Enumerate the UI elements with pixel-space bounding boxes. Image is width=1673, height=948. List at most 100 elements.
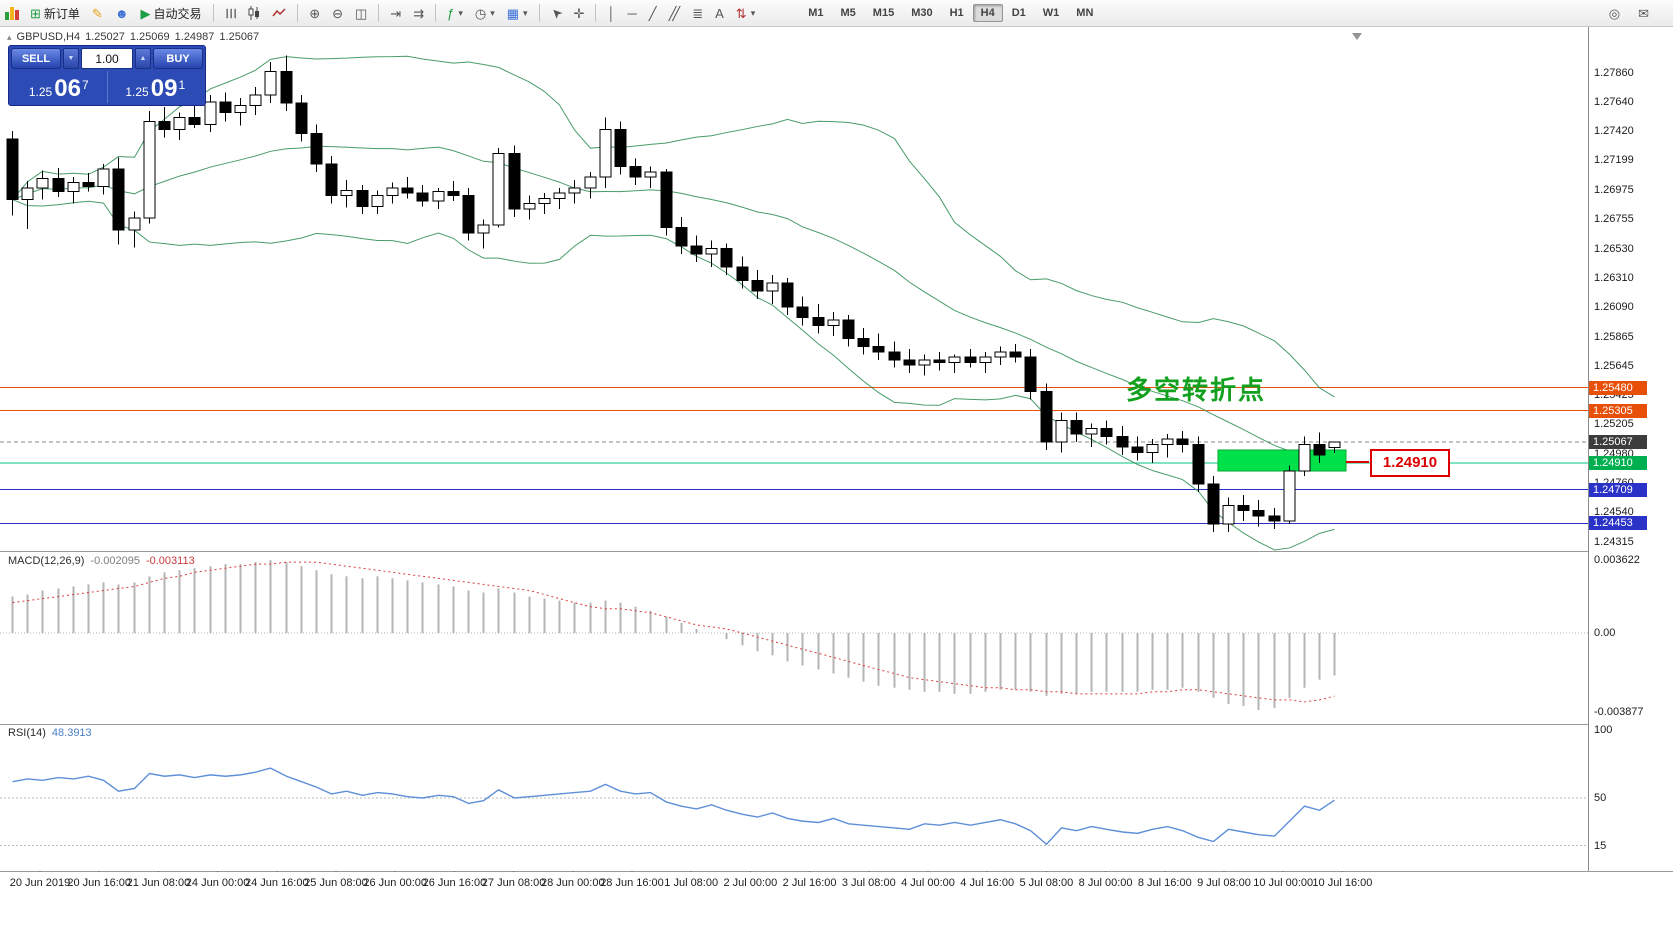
- candle-body: [796, 306, 809, 318]
- fibonacci-button[interactable]: ≣: [687, 3, 708, 24]
- highlight-rectangle: [1217, 449, 1347, 472]
- arrows-tool-button[interactable]: ⇅ ▾: [731, 3, 760, 24]
- bollinger-upper-band: [12, 55, 1335, 398]
- candle-body: [872, 346, 885, 353]
- candle-body: [52, 178, 65, 193]
- line-chart-button[interactable]: [267, 3, 291, 24]
- toolbar-separator: [212, 4, 214, 22]
- new-order-button[interactable]: ⊞ 新订单: [25, 3, 85, 24]
- candle-body: [1024, 356, 1037, 393]
- price-scale[interactable]: 1.27860 1.27640 1.27420 1.27199 1.26975 1.267…: [1589, 27, 1673, 871]
- candle-body: [948, 356, 961, 363]
- cursor-button[interactable]: ➤: [546, 3, 567, 24]
- candle-body: [432, 191, 445, 202]
- bollinger-middle-band: [12, 145, 1335, 464]
- chart-shift-button[interactable]: ⇉: [408, 3, 429, 24]
- horizontal-line-button[interactable]: ─: [623, 3, 642, 24]
- candle-body: [660, 171, 673, 228]
- candle-body: [508, 152, 521, 210]
- candle-body: [888, 351, 901, 361]
- price-tick-label: 1.25205: [1594, 417, 1634, 430]
- timeframe-button-w1[interactable]: W1: [1035, 4, 1068, 22]
- timeframe-button-d1[interactable]: D1: [1004, 4, 1034, 22]
- rsi-scale-label: 100: [1594, 724, 1613, 736]
- time-axis-label: 9 Jul 08:00: [1197, 877, 1251, 889]
- rsi-scale-label: 50: [1594, 792, 1607, 804]
- templates-button[interactable]: ▦ ▾: [502, 3, 533, 24]
- price-highlight-label[interactable]: 1.24910: [1370, 449, 1450, 477]
- candle-body: [568, 187, 581, 194]
- channel-icon: ╱╱: [668, 5, 680, 21]
- candle-body: [477, 224, 490, 234]
- volume-increase-button[interactable]: ▲: [135, 48, 151, 69]
- buy-price-big: 09: [150, 75, 178, 102]
- candlestick-chart-button[interactable]: [243, 3, 265, 24]
- zoom-out-button[interactable]: ⊖: [327, 3, 348, 24]
- zoom-in-button[interactable]: ⊕: [304, 3, 325, 24]
- candle-body: [340, 189, 353, 197]
- timeframe-button-m1[interactable]: M1: [800, 4, 831, 22]
- quick-search-button[interactable]: ◎: [1604, 3, 1625, 24]
- candle-body: [1298, 443, 1311, 472]
- quote-open: 1.25027: [85, 31, 125, 43]
- macd-value: -0.002095: [90, 555, 140, 567]
- price-tick-label: 1.27420: [1594, 124, 1634, 137]
- metaeditor-icon: ✎: [91, 5, 103, 21]
- time-axis-label: 8 Jul 00:00: [1078, 877, 1133, 889]
- rsi-value: 48.3913: [51, 727, 92, 739]
- text-tool-button[interactable]: A: [710, 3, 729, 24]
- timeframe-button-m15[interactable]: M15: [865, 4, 902, 22]
- feedback-button[interactable]: ✉: [1633, 3, 1654, 24]
- auto-scroll-button[interactable]: ⇥: [385, 3, 406, 24]
- candle-body: [158, 121, 171, 131]
- autotrade-label: 自动交易: [153, 6, 202, 21]
- symbol-period-label: GBPUSD,H4: [16, 31, 81, 43]
- sell-price[interactable]: 1.25 06 7: [11, 71, 108, 103]
- candle-body: [629, 166, 642, 178]
- crosshair-button[interactable]: ✛: [568, 3, 589, 24]
- candle-body: [1252, 510, 1265, 517]
- timeframe-button-m5[interactable]: M5: [833, 4, 864, 22]
- metaeditor-button[interactable]: ✎: [87, 3, 108, 24]
- candle-body: [462, 195, 475, 234]
- vertical-line-button[interactable]: │: [602, 3, 620, 24]
- buy-price[interactable]: 1.25 09 1: [108, 71, 204, 103]
- candle-body: [1192, 443, 1205, 485]
- time-axis-label: 10 Jul 16:00: [1312, 877, 1373, 889]
- timeframe-button-h4[interactable]: H4: [972, 4, 1003, 22]
- macd-header: MACD(12,26,9) -0.002095 -0.003113: [8, 555, 201, 567]
- timeframe-button-m30[interactable]: M30: [903, 4, 940, 22]
- candle-body: [416, 192, 429, 202]
- volume-input[interactable]: 1.00: [81, 48, 133, 69]
- channel-button[interactable]: ╱╱: [664, 3, 686, 24]
- trendline-button[interactable]: ╱: [644, 3, 662, 24]
- clock-icon: ◷: [474, 5, 487, 21]
- new-order-icon: ⊞: [30, 5, 41, 21]
- time-axis-label: 21 Jun 08:00: [126, 877, 191, 889]
- bar-chart-icon: ☰: [222, 7, 238, 19]
- candle-body: [705, 248, 718, 255]
- text-tool-icon: A: [715, 5, 724, 21]
- candle-body: [1328, 441, 1341, 449]
- price-badge: 1.25305: [1589, 403, 1647, 418]
- timeframe-button-mn[interactable]: MN: [1068, 4, 1101, 22]
- price-tick-label: 1.25645: [1594, 359, 1634, 372]
- turning-point-annotation[interactable]: 多空转折点: [1126, 375, 1267, 405]
- periods-button[interactable]: ◷ ▾: [470, 3, 500, 24]
- timeframe-button-h1[interactable]: H1: [942, 4, 972, 22]
- sell-button[interactable]: SELL: [11, 48, 61, 69]
- autotrade-button[interactable]: ▶ 自动交易: [136, 3, 207, 24]
- buy-button[interactable]: BUY: [153, 48, 203, 69]
- toolbar-separator: [297, 4, 299, 22]
- candle-body: [1237, 504, 1250, 512]
- time-axis[interactable]: 20 Jun 2019 20 Jun 16:00 21 Jun 08:00 24 Ju…: [0, 872, 1673, 948]
- community-button[interactable]: ☻: [110, 3, 134, 24]
- candle-body: [264, 70, 277, 96]
- price-badge: 1.24709: [1589, 482, 1647, 497]
- tile-windows-button[interactable]: ◫: [350, 3, 372, 24]
- bar-chart-button[interactable]: ☰: [220, 3, 242, 24]
- indicators-button[interactable]: ƒ ▾: [442, 3, 468, 24]
- volume-decrease-button[interactable]: ▼: [63, 48, 79, 69]
- candle-body: [994, 351, 1007, 358]
